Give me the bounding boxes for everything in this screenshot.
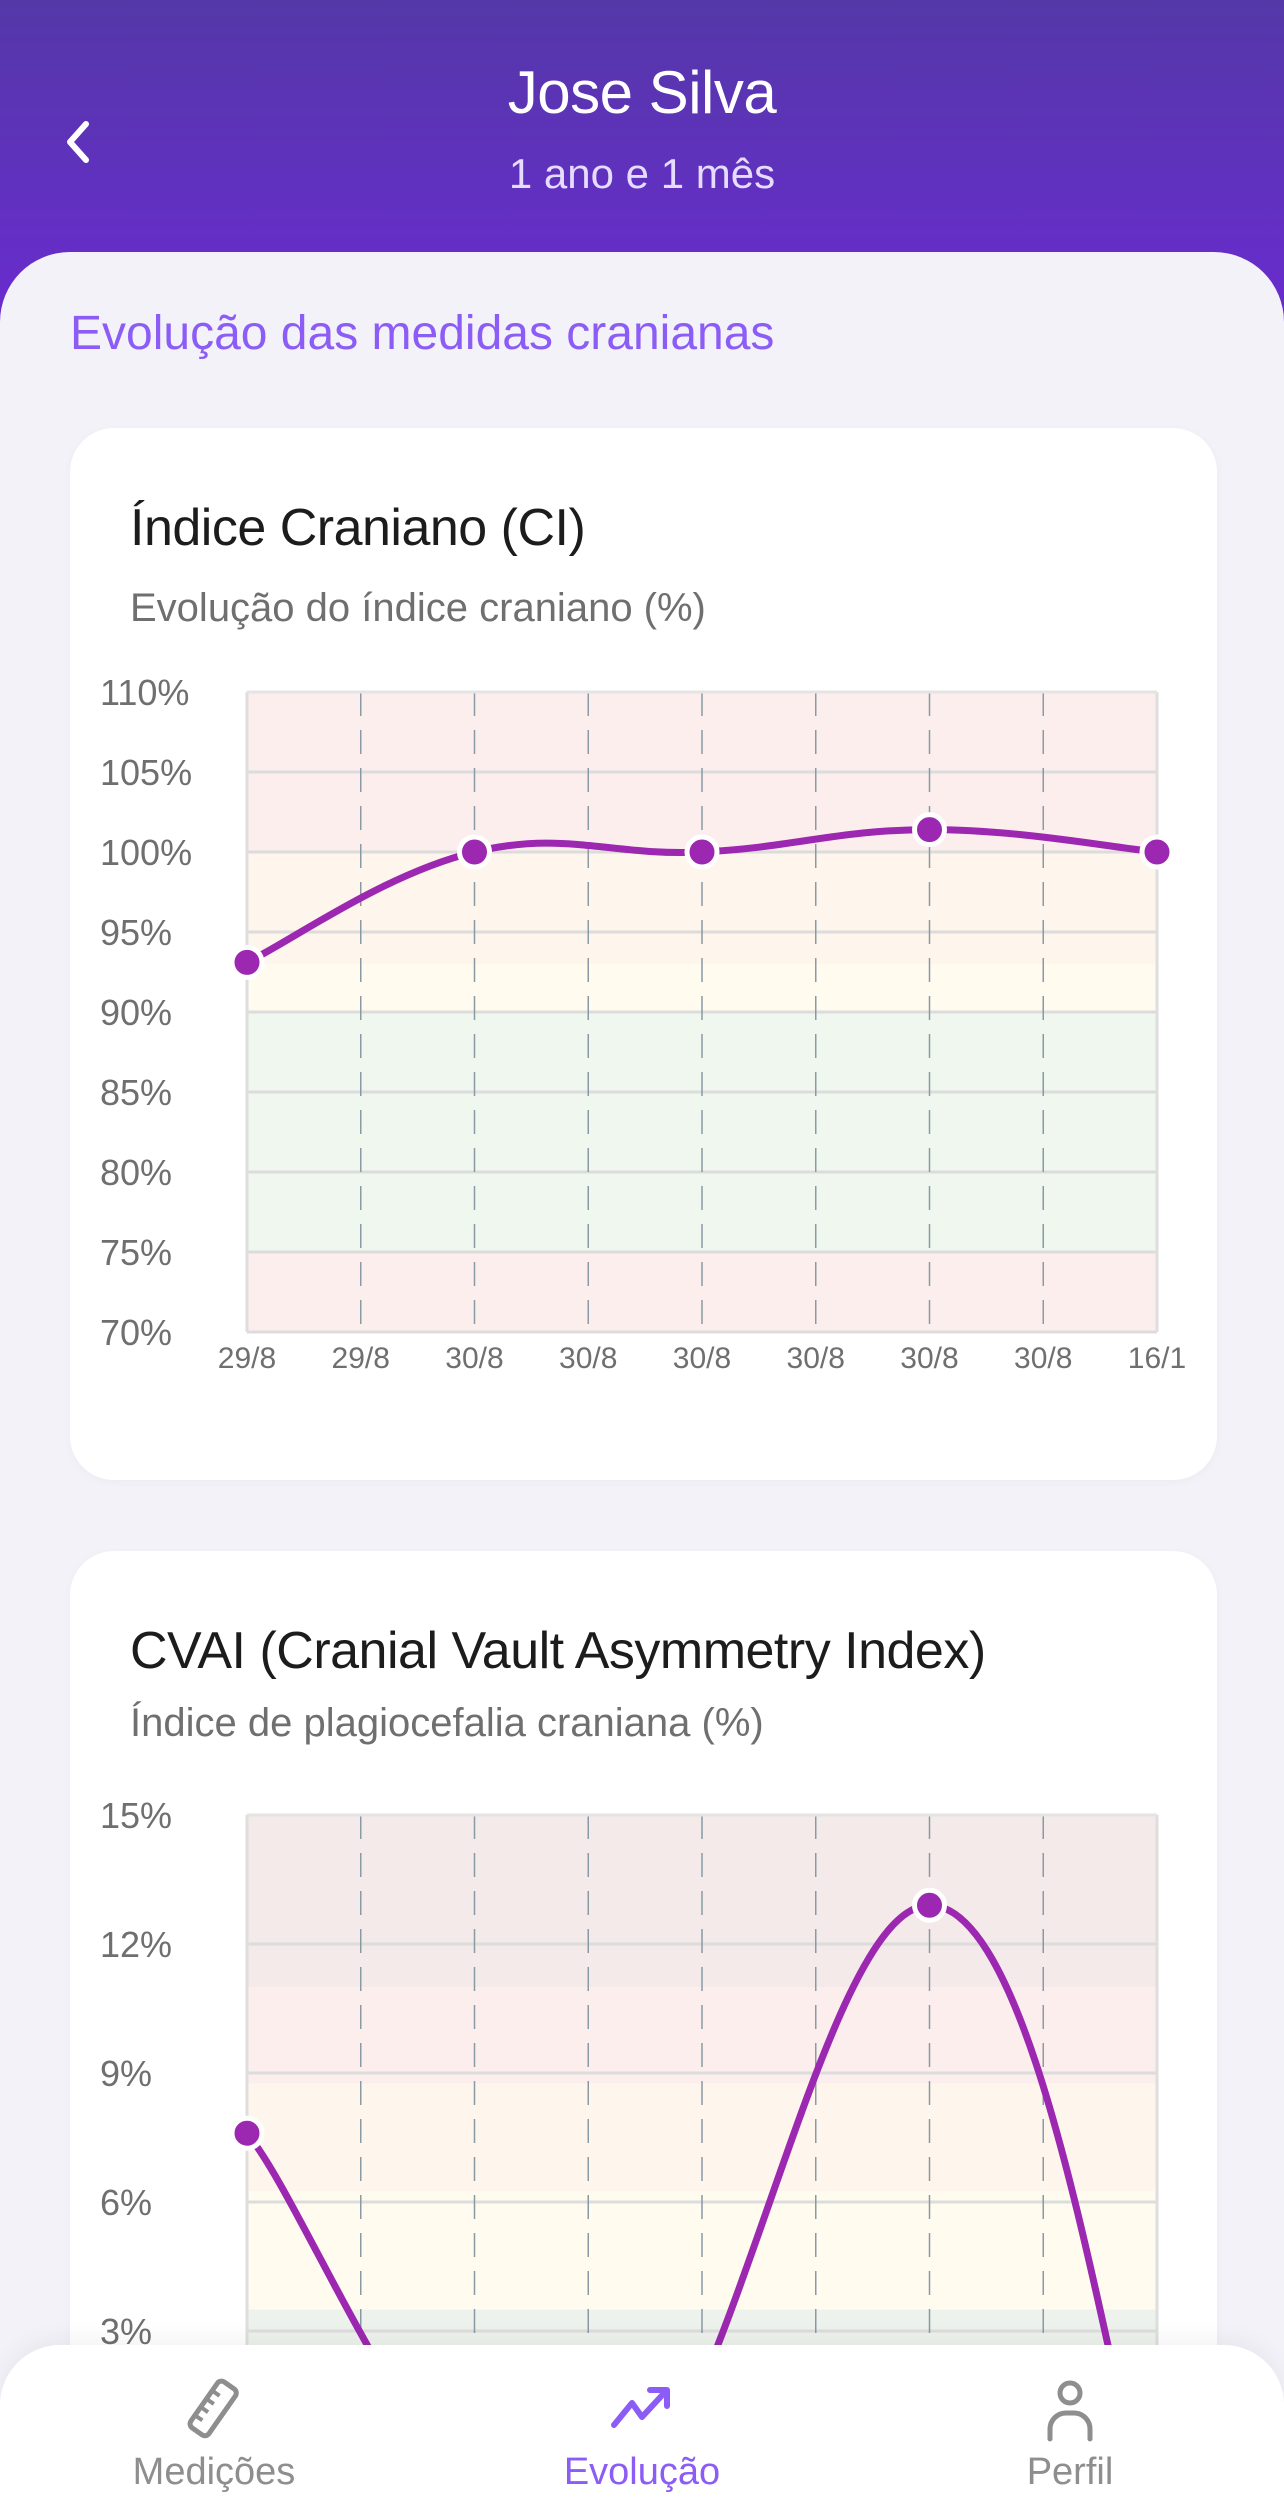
section-title: Evolução das medidas cranianas (70, 307, 775, 360)
card-subtitle: Evolução do índice craniano (%) (130, 586, 706, 630)
nav-label: Evolução (563, 2451, 721, 2493)
x-tick-label: 30/8 (900, 1342, 958, 1375)
nav-label: Medições (132, 2451, 296, 2493)
card-subtitle: Índice de plagiocefalia craniana (%) (130, 1701, 764, 1745)
chevron-left-icon (67, 121, 89, 163)
user-icon (1047, 2380, 1093, 2442)
y-tick-label: 95% (100, 912, 172, 953)
nav-label: Perfil (1026, 2451, 1114, 2493)
x-tick-label: 16/1 (1128, 1342, 1186, 1375)
trending-up-icon (611, 2387, 670, 2428)
x-tick-label: 30/8 (673, 1342, 731, 1375)
ci-line-chart: 70% 75% 80% 85% 90% 95% 100% 105% 110% 29/8 29/8 30… (100, 672, 1186, 1375)
y-tick-label: 85% (100, 1072, 172, 1113)
data-point[interactable] (912, 812, 947, 848)
x-tick-label: 30/8 (787, 1342, 845, 1375)
nav-item-evolucao[interactable]: Evolução (492, 2345, 792, 2494)
y-tick-label: 6% (100, 2182, 152, 2223)
x-tick-label: 30/8 (559, 1342, 617, 1375)
y-tick-label: 80% (100, 1152, 172, 1193)
y-tick-label: 15% (100, 1795, 172, 1836)
chart-band (247, 852, 1157, 964)
data-point[interactable] (229, 2115, 265, 2151)
nav-item-medicoes[interactable]: Medições (64, 2345, 364, 2494)
chart-band (247, 1987, 1157, 2084)
data-point[interactable] (229, 944, 265, 980)
ruler-icon (187, 2378, 239, 2439)
y-tick-label: 12% (100, 1924, 172, 1965)
x-tick-label: 30/8 (445, 1342, 503, 1375)
data-point[interactable] (1139, 834, 1175, 870)
bottom-navigation: Medições Evolução Perfil (0, 2345, 1284, 2500)
nav-item-perfil[interactable]: Perfil (920, 2345, 1220, 2494)
data-point[interactable] (912, 1887, 947, 1923)
x-tick-label: 30/8 (1014, 1342, 1072, 1375)
y-tick-label: 9% (100, 2053, 152, 2094)
y-tick-label: 75% (100, 1232, 172, 1273)
patient-age: 1 ano e 1 mês (508, 150, 776, 197)
y-tick-label: 110% (100, 672, 189, 713)
data-point[interactable] (457, 834, 492, 870)
y-tick-label: 70% (100, 1312, 172, 1353)
y-tick-label: 105% (100, 752, 192, 793)
back-button[interactable] (56, 112, 106, 172)
y-tick-label: 100% (100, 832, 192, 873)
data-point[interactable] (684, 834, 720, 870)
content-panel: Evolução das medidas cranianas Índice Cr… (0, 252, 1284, 2500)
y-tick-label: 90% (100, 992, 172, 1033)
x-tick-label: 29/8 (332, 1342, 390, 1375)
card-title: Índice Craniano (CI) (130, 499, 586, 557)
x-tick-label: 29/8 (218, 1342, 276, 1375)
patient-name: Jose Silva (507, 59, 777, 126)
ci-chart-card: Índice Craniano (CI) Evolução do índice … (70, 428, 1217, 1480)
card-title: CVAI (Cranial Vault Asymmetry Index) (130, 1622, 986, 1680)
